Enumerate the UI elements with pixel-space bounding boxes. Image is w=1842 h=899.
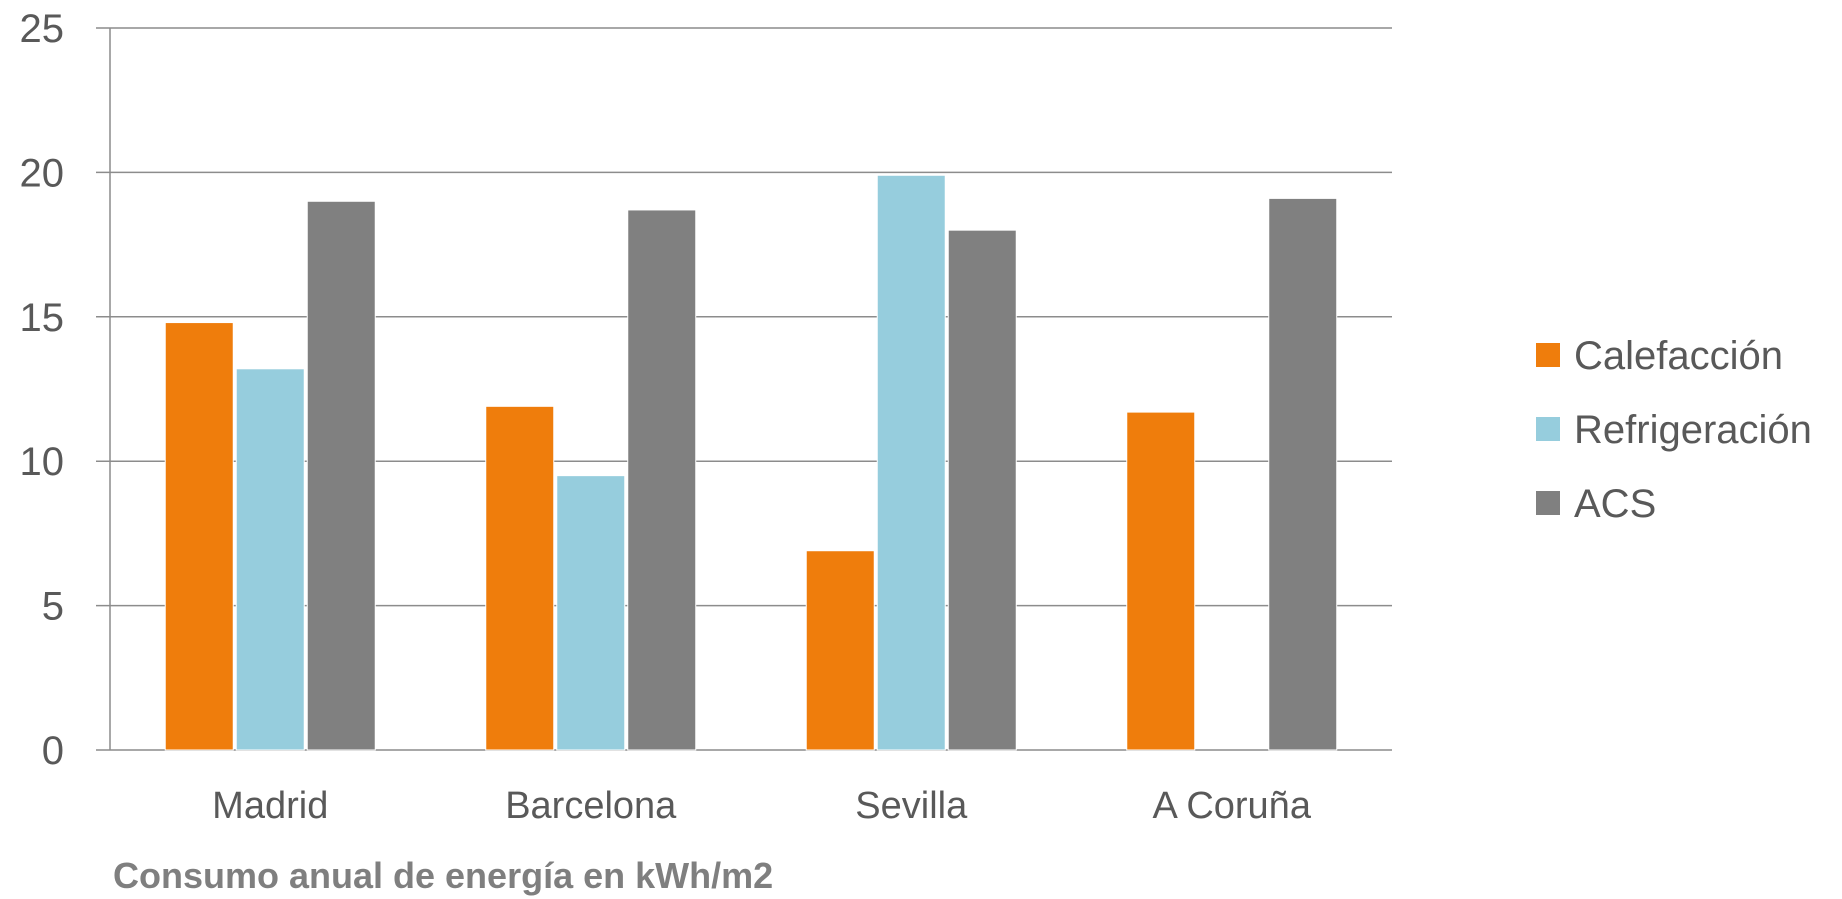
y-tick-label: 15 (20, 296, 65, 340)
bar-refrigeración-sevilla (876, 174, 946, 751)
legend-label: Calefacción (1574, 334, 1783, 378)
bars (164, 174, 1338, 751)
y-tick-label: 25 (20, 7, 65, 51)
legend-swatch (1536, 491, 1560, 515)
x-axis: Madrid Barcelona Sevilla A Coruña (212, 785, 1312, 827)
bar-acs-barcelona (627, 209, 697, 751)
x-tick-label: Madrid (212, 785, 328, 827)
chart-caption: Consumo anual de energía en kWh/m2 (113, 855, 774, 896)
bar-refrigeración-barcelona (556, 475, 626, 751)
bar-calefacción-barcelona (485, 405, 555, 751)
y-tick-label: 20 (20, 151, 65, 195)
x-tick-label: Barcelona (505, 785, 677, 827)
bar-acs-sevilla (947, 229, 1017, 751)
bar-calefacción-madrid (164, 322, 234, 751)
x-tick-label: Sevilla (855, 785, 968, 827)
y-tick-label: 0 (42, 729, 64, 773)
legend-label: Refrigeración (1574, 408, 1812, 452)
legend-swatch (1536, 417, 1560, 441)
y-tick-label: 10 (20, 440, 65, 484)
legend-swatch (1536, 343, 1560, 367)
x-tick-label: A Coruña (1153, 785, 1312, 827)
bar-refrigeración-madrid (235, 368, 305, 751)
legend: Calefacción Refrigeración ACS (1536, 334, 1812, 526)
y-axis: 0 5 10 15 20 25 (20, 7, 111, 773)
bar-acs-madrid (306, 200, 376, 751)
legend-label: ACS (1574, 482, 1656, 526)
bar-calefacción-a-coruña (1126, 411, 1196, 751)
bar-acs-a-coruña (1268, 197, 1338, 751)
y-tick-label: 5 (42, 585, 64, 629)
bar-calefacción-sevilla (805, 550, 875, 751)
